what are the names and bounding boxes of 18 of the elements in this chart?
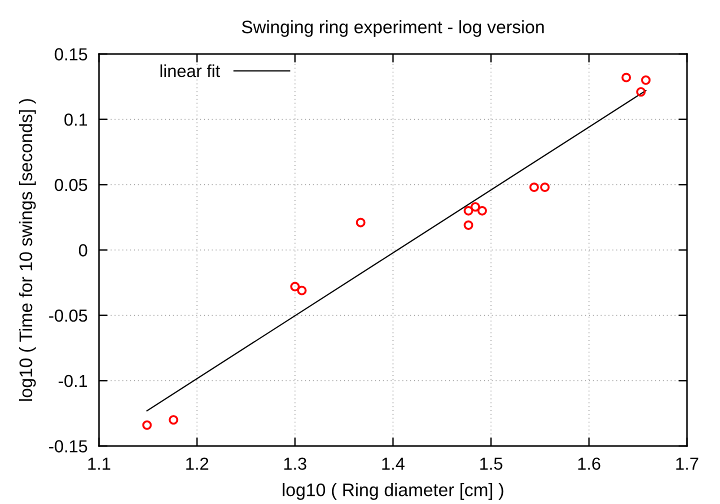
x-tick-label: 1.5 [480,458,502,470]
y-axis-title: log10 ( Time for 10 swings [seconds] ) [18,99,36,401]
x-tick-label: 1.7 [676,458,698,470]
y-tick-label: 0.05 [54,178,88,192]
y-tick-label: -0.15 [49,440,88,452]
x-tick-label: 1.3 [284,458,306,470]
x-tick-label: 1.1 [88,458,110,470]
y-tick-label: -0.05 [49,310,88,322]
y-tick-label: 0 [78,244,88,256]
x-tick-label: 1.2 [186,458,208,470]
x-tick-label: 1.4 [382,458,405,470]
x-axis-title: log10 ( Ring diameter [cm] ) [282,483,504,500]
y-tick-label: -0.1 [58,374,88,388]
x-tick-label: 1.6 [578,458,600,470]
chart-title: Swinging ring experiment - log version [242,20,544,37]
y-tick-label: 0.15 [54,48,88,60]
y-tick-label: 0.1 [64,114,88,126]
legend-label: linear fit [160,64,220,78]
